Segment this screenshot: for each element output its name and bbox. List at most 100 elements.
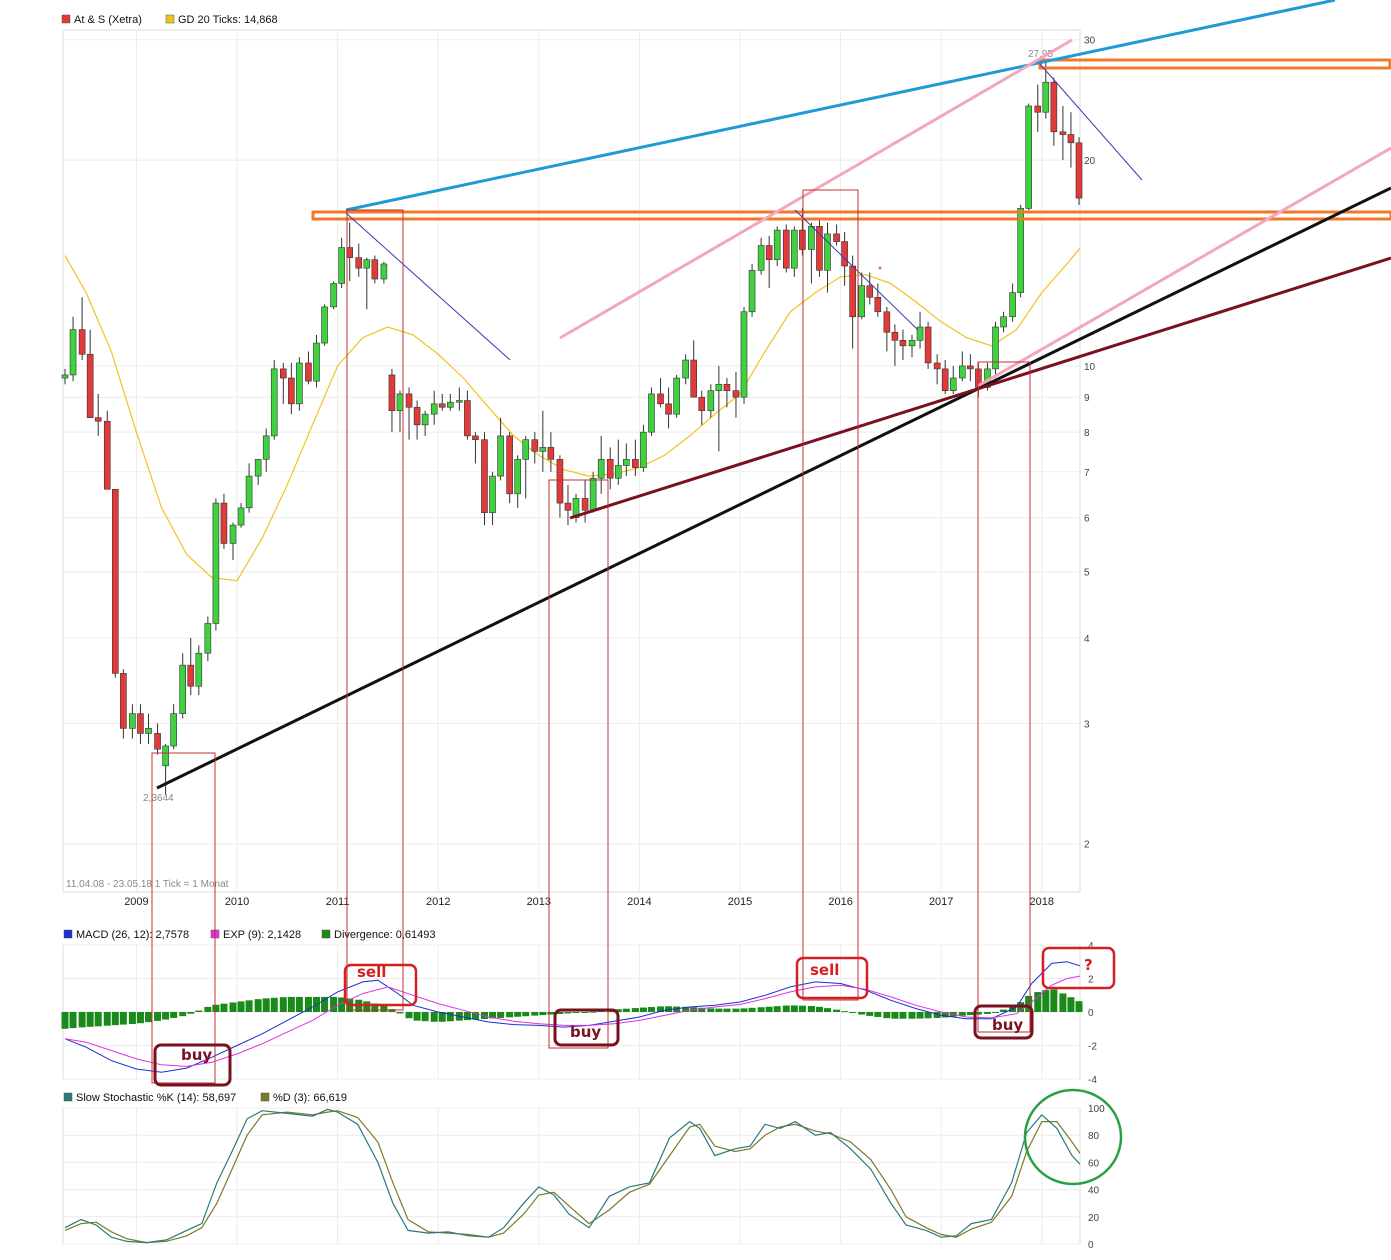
price-x-tick: 2012	[426, 896, 450, 908]
divergence-bar	[522, 1012, 530, 1017]
divergence-bar	[430, 1012, 438, 1022]
divergence-bar	[195, 1010, 203, 1012]
candle-body	[204, 623, 212, 654]
candle	[296, 357, 303, 411]
candle-body	[355, 257, 363, 269]
candle-body	[212, 502, 220, 624]
candle	[522, 435, 530, 499]
candle-body	[883, 311, 891, 333]
divergence-bar	[111, 1012, 119, 1026]
candle-body	[1034, 105, 1042, 113]
price-y-axis: 2 3 4 5 6 7 8 9 10 20 30	[1084, 36, 1096, 851]
candle	[220, 493, 228, 549]
buy-box-2017	[973, 1004, 1034, 1040]
candle	[833, 224, 840, 246]
divergence-bar	[136, 1012, 144, 1024]
candle-body	[698, 396, 706, 411]
candle	[682, 354, 689, 385]
macd-y-axis: -4 -2 0 2 4	[1088, 941, 1097, 1086]
candle-body	[229, 524, 237, 544]
divergence-bar	[765, 1006, 773, 1012]
price-y-tick: 2	[1084, 840, 1090, 851]
legend-swatch-ma	[165, 14, 175, 24]
candle	[665, 387, 672, 429]
price-x-axis: 2009 2010 2011 2012 2013 2014 2015 2016 2017 2018	[124, 896, 1054, 908]
date-range-label: 11.04.08 - 23.05.18 1 Tick = 1 Monat	[66, 879, 229, 890]
divergence-bar	[363, 1001, 371, 1012]
divergence-bar	[581, 1012, 589, 1013]
candle	[129, 704, 136, 739]
maroon-support-line	[569, 256, 1391, 520]
candle	[715, 365, 723, 452]
stochastic-y-tick: 100	[1088, 1104, 1105, 1115]
legend-stoch-k: Slow Stochastic %K (14): 58,697	[76, 1092, 236, 1104]
candle	[270, 360, 278, 440]
divergence-bar	[212, 1004, 220, 1012]
candle-body	[866, 285, 874, 298]
divergence-bar	[874, 1012, 882, 1017]
candle	[380, 261, 388, 284]
divergence-bar	[514, 1012, 522, 1017]
candle-body	[816, 226, 823, 271]
legend-price: At & S (Xetra)	[74, 14, 142, 26]
divergence-bar	[295, 996, 303, 1012]
candle	[187, 637, 195, 696]
divergence-bar	[1000, 1009, 1008, 1012]
price-y-tick: 3	[1084, 719, 1090, 730]
divergence-bar	[723, 1008, 731, 1012]
divergence-bar	[908, 1012, 916, 1019]
divergence-bar	[614, 1009, 622, 1012]
candle-body	[782, 229, 790, 269]
candle-body	[464, 400, 471, 437]
candle-body	[430, 403, 438, 415]
candle-body	[992, 326, 999, 370]
candle-body	[564, 502, 572, 511]
macd-y-tick: 4	[1088, 941, 1094, 952]
legend-exp: EXP (9): 2,1428	[223, 929, 301, 941]
candle-body	[1025, 105, 1032, 209]
divergence-bar	[338, 997, 346, 1012]
macd-line	[64, 961, 1081, 1073]
candle	[874, 283, 882, 317]
ma-line	[64, 247, 1081, 582]
legend-swatch-macd	[63, 929, 73, 939]
macd-legend: MACD (26, 12): 2,7578 EXP (9): 2,1428 Di…	[63, 929, 436, 941]
price-x-tick: 2014	[627, 896, 651, 908]
macd-y-tick: -4	[1088, 1075, 1097, 1086]
candle	[707, 384, 715, 418]
divergence-bar	[321, 996, 329, 1012]
candle	[338, 237, 345, 289]
divergence-bar	[531, 1012, 539, 1016]
high-value-label: 27,95	[1028, 49, 1053, 60]
candle	[765, 235, 773, 289]
legend-divergence: Divergence: 0,61493	[334, 929, 436, 941]
candle	[899, 329, 907, 361]
candle-body	[489, 475, 496, 513]
price-x-tick: 2013	[527, 896, 551, 908]
candle-body	[363, 259, 371, 269]
candle	[363, 257, 371, 310]
candle-body	[924, 326, 932, 364]
candle	[773, 226, 781, 267]
divergence-bar	[103, 1012, 111, 1026]
candle	[245, 463, 253, 513]
candle	[941, 360, 949, 394]
price-x-tick: 2015	[728, 896, 752, 908]
candle	[405, 387, 413, 440]
candle	[782, 224, 790, 273]
price-x-tick: 2018	[1030, 896, 1054, 908]
price-x-tick: 2011	[326, 896, 350, 908]
divergence-bar	[841, 1011, 849, 1013]
divergence-bar	[1050, 989, 1058, 1012]
divergence-bar	[506, 1012, 514, 1018]
candle	[162, 743, 169, 795]
sell-label-2011: sell	[357, 963, 386, 981]
stochastic-y-tick: 20	[1088, 1213, 1100, 1224]
candle	[908, 334, 916, 358]
candle-body	[673, 377, 680, 415]
candle	[657, 378, 664, 408]
divergence-bar	[647, 1007, 655, 1012]
divergence-bar	[715, 1008, 723, 1012]
legend-swatch-divergence	[321, 929, 331, 939]
